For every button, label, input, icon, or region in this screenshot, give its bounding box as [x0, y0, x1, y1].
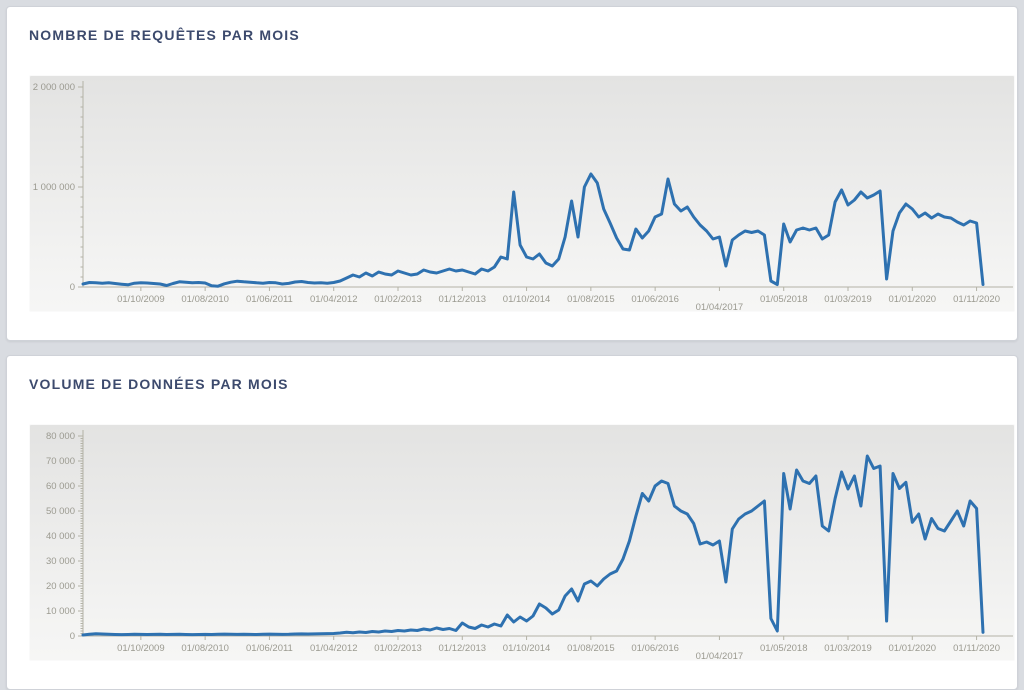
- svg-text:50 000: 50 000: [46, 506, 75, 517]
- svg-text:60 000: 60 000: [46, 481, 75, 492]
- svg-text:01/06/2016: 01/06/2016: [631, 643, 679, 654]
- panel-volume-per-month: VOLUME DE DONNÉES PAR MOIS 0 10 000 20 000…: [6, 355, 1018, 690]
- volume-chart-canvas: 0 10 000 20 000 30 000 40 000 50 000 60 000 70 …: [46, 430, 1013, 660]
- svg-text:01/02/2013: 01/02/2013: [374, 643, 422, 654]
- svg-text:0: 0: [70, 631, 75, 642]
- svg-text:01/01/2020: 01/01/2020: [889, 294, 937, 305]
- volume-line-chart: 0 10 000 20 000 30 000 40 000 50 000 60 000 70 …: [29, 424, 1015, 661]
- svg-text:01/08/2010: 01/08/2010: [181, 294, 229, 305]
- svg-text:01/05/2018: 01/05/2018: [760, 643, 808, 654]
- svg-text:01/02/2013: 01/02/2013: [374, 294, 422, 305]
- svg-text:01/10/2009: 01/10/2009: [117, 643, 165, 654]
- svg-text:01/04/2012: 01/04/2012: [310, 294, 358, 305]
- svg-text:10 000: 10 000: [46, 606, 75, 617]
- svg-text:01/12/2013: 01/12/2013: [439, 294, 487, 305]
- svg-text:01/04/2017: 01/04/2017: [696, 651, 744, 660]
- svg-text:0: 0: [70, 282, 75, 293]
- svg-text:01/03/2019: 01/03/2019: [824, 643, 872, 654]
- requests-chart-title: NOMBRE DE REQUÊTES PAR MOIS: [29, 27, 300, 43]
- svg-text:01/06/2011: 01/06/2011: [246, 643, 293, 654]
- svg-text:40 000: 40 000: [46, 531, 75, 542]
- svg-text:01/08/2015: 01/08/2015: [567, 294, 615, 305]
- svg-text:01/10/2009: 01/10/2009: [117, 294, 165, 305]
- svg-text:70 000: 70 000: [46, 456, 75, 467]
- svg-text:20 000: 20 000: [46, 581, 75, 592]
- svg-text:01/01/2020: 01/01/2020: [889, 643, 937, 654]
- svg-text:01/08/2015: 01/08/2015: [567, 643, 615, 654]
- svg-text:01/11/2020: 01/11/2020: [953, 294, 1000, 305]
- svg-text:01/06/2011: 01/06/2011: [246, 294, 293, 305]
- svg-text:01/04/2012: 01/04/2012: [310, 643, 358, 654]
- requests-line-chart: 0 1 000 000 2 000 000 01/10/2009 01/08/2010 0…: [29, 75, 1015, 312]
- svg-text:1 000 000: 1 000 000: [33, 182, 75, 193]
- svg-text:01/06/2016: 01/06/2016: [631, 294, 679, 305]
- svg-text:01/10/2014: 01/10/2014: [503, 294, 551, 305]
- requests-chart-canvas: 0 1 000 000 2 000 000 01/10/2009 01/08/2010 0…: [33, 81, 1013, 311]
- dashboard: NOMBRE DE REQUÊTES PAR MOIS 0 1 000 000 2 …: [6, 6, 1018, 690]
- svg-text:01/03/2019: 01/03/2019: [824, 294, 872, 305]
- svg-text:2 000 000: 2 000 000: [33, 82, 75, 93]
- svg-text:30 000: 30 000: [46, 556, 75, 567]
- svg-text:01/04/2017: 01/04/2017: [696, 302, 744, 311]
- svg-text:80 000: 80 000: [46, 431, 75, 442]
- svg-text:01/08/2010: 01/08/2010: [181, 643, 229, 654]
- svg-text:01/05/2018: 01/05/2018: [760, 294, 808, 305]
- volume-chart-title: VOLUME DE DONNÉES PAR MOIS: [29, 376, 289, 392]
- svg-text:01/10/2014: 01/10/2014: [503, 643, 551, 654]
- svg-text:01/11/2020: 01/11/2020: [953, 643, 1000, 654]
- panel-requests-per-month: NOMBRE DE REQUÊTES PAR MOIS 0 1 000 000 2 …: [6, 6, 1018, 341]
- svg-text:01/12/2013: 01/12/2013: [439, 643, 487, 654]
